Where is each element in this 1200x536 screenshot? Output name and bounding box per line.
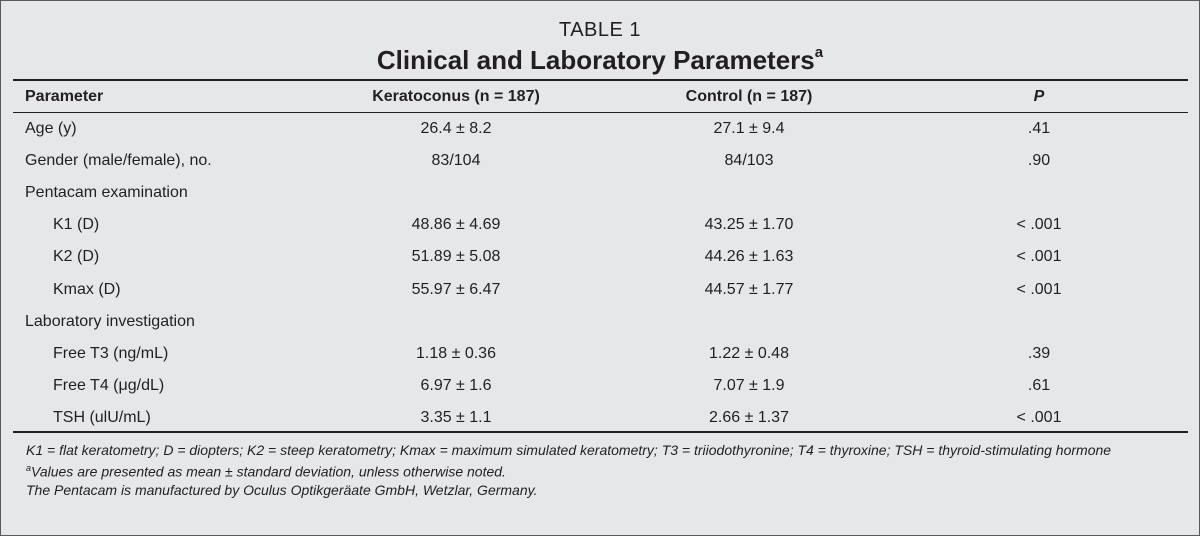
row-keratoconus-value: 83/104 [431,152,481,169]
table-footnotes: K1 = flat keratometry; D = diopters; K2 … [26,441,1186,499]
row-p-value: < .001 [1016,281,1062,298]
row-control-value: 7.07 ± 1.9 [713,377,785,394]
row-keratoconus-value: 55.97 ± 6.47 [411,281,501,298]
header-p-value: P [1033,88,1045,105]
row-p-value: .41 [1027,120,1051,137]
row-parameter: TSH (ulU/mL) [53,409,151,426]
bottom-rule [13,431,1188,433]
row-parameter: Free T3 (ng/mL) [53,345,169,362]
header-control: Control (n = 187) [685,88,813,105]
row-parameter: K1 (D) [53,216,100,233]
footnote-abbreviations: K1 = flat keratometry; D = diopters; K2 … [26,442,1112,458]
footnote-a-mark: a [26,463,32,473]
row-p-value: .90 [1027,152,1051,169]
top-rule [13,79,1188,81]
table-title-text: Clinical and Laboratory Parameters [376,45,815,75]
row-parameter: Pentacam examination [25,184,188,201]
row-parameter: Kmax (D) [53,281,121,298]
row-parameter: Gender (male/female), no. [25,152,212,169]
row-control-value: 2.66 ± 1.37 [709,409,789,426]
title-footnote-mark: a [814,44,824,62]
header-keratoconus: Keratoconus (n = 187) [372,88,540,105]
row-keratoconus-value: 3.35 ± 1.1 [420,409,492,426]
row-control-value: 84/103 [724,152,774,169]
row-parameter: K2 (D) [53,248,100,265]
row-parameter: Free T4 (μg/dL) [53,377,165,394]
row-control-value: 43.25 ± 1.70 [704,216,794,233]
row-keratoconus-value: 51.89 ± 5.08 [411,248,501,265]
header-rule [13,112,1188,113]
footnote-a: aValues are presented as mean ± standard… [26,459,1186,481]
row-p-value: < .001 [1016,248,1062,265]
row-keratoconus-value: 6.97 ± 1.6 [420,377,492,394]
footnote-a-text: Values are presented as mean ± standard … [31,463,506,480]
row-p-value: .39 [1027,345,1051,362]
row-keratoconus-value: 48.86 ± 4.69 [411,216,501,233]
row-parameter: Age (y) [25,120,77,137]
row-keratoconus-value: 26.4 ± 8.2 [420,120,492,137]
row-control-value: 44.57 ± 1.77 [704,281,794,298]
row-p-value: < .001 [1016,409,1062,426]
row-keratoconus-value: 1.18 ± 0.36 [416,345,496,362]
header-parameter: Parameter [25,88,104,105]
table-title: Clinical and Laboratory Parametersa [1,44,1199,76]
row-parameter: Laboratory investigation [25,313,195,330]
row-p-value: .61 [1027,377,1051,394]
footnote-manufacturer: The Pentacam is manufactured by Oculus O… [26,481,538,498]
row-control-value: 44.26 ± 1.63 [704,248,794,265]
row-control-value: 27.1 ± 9.4 [713,120,785,137]
row-control-value: 1.22 ± 0.48 [709,345,789,362]
row-p-value: < .001 [1016,216,1062,233]
table-label: TABLE 1 [558,19,642,41]
